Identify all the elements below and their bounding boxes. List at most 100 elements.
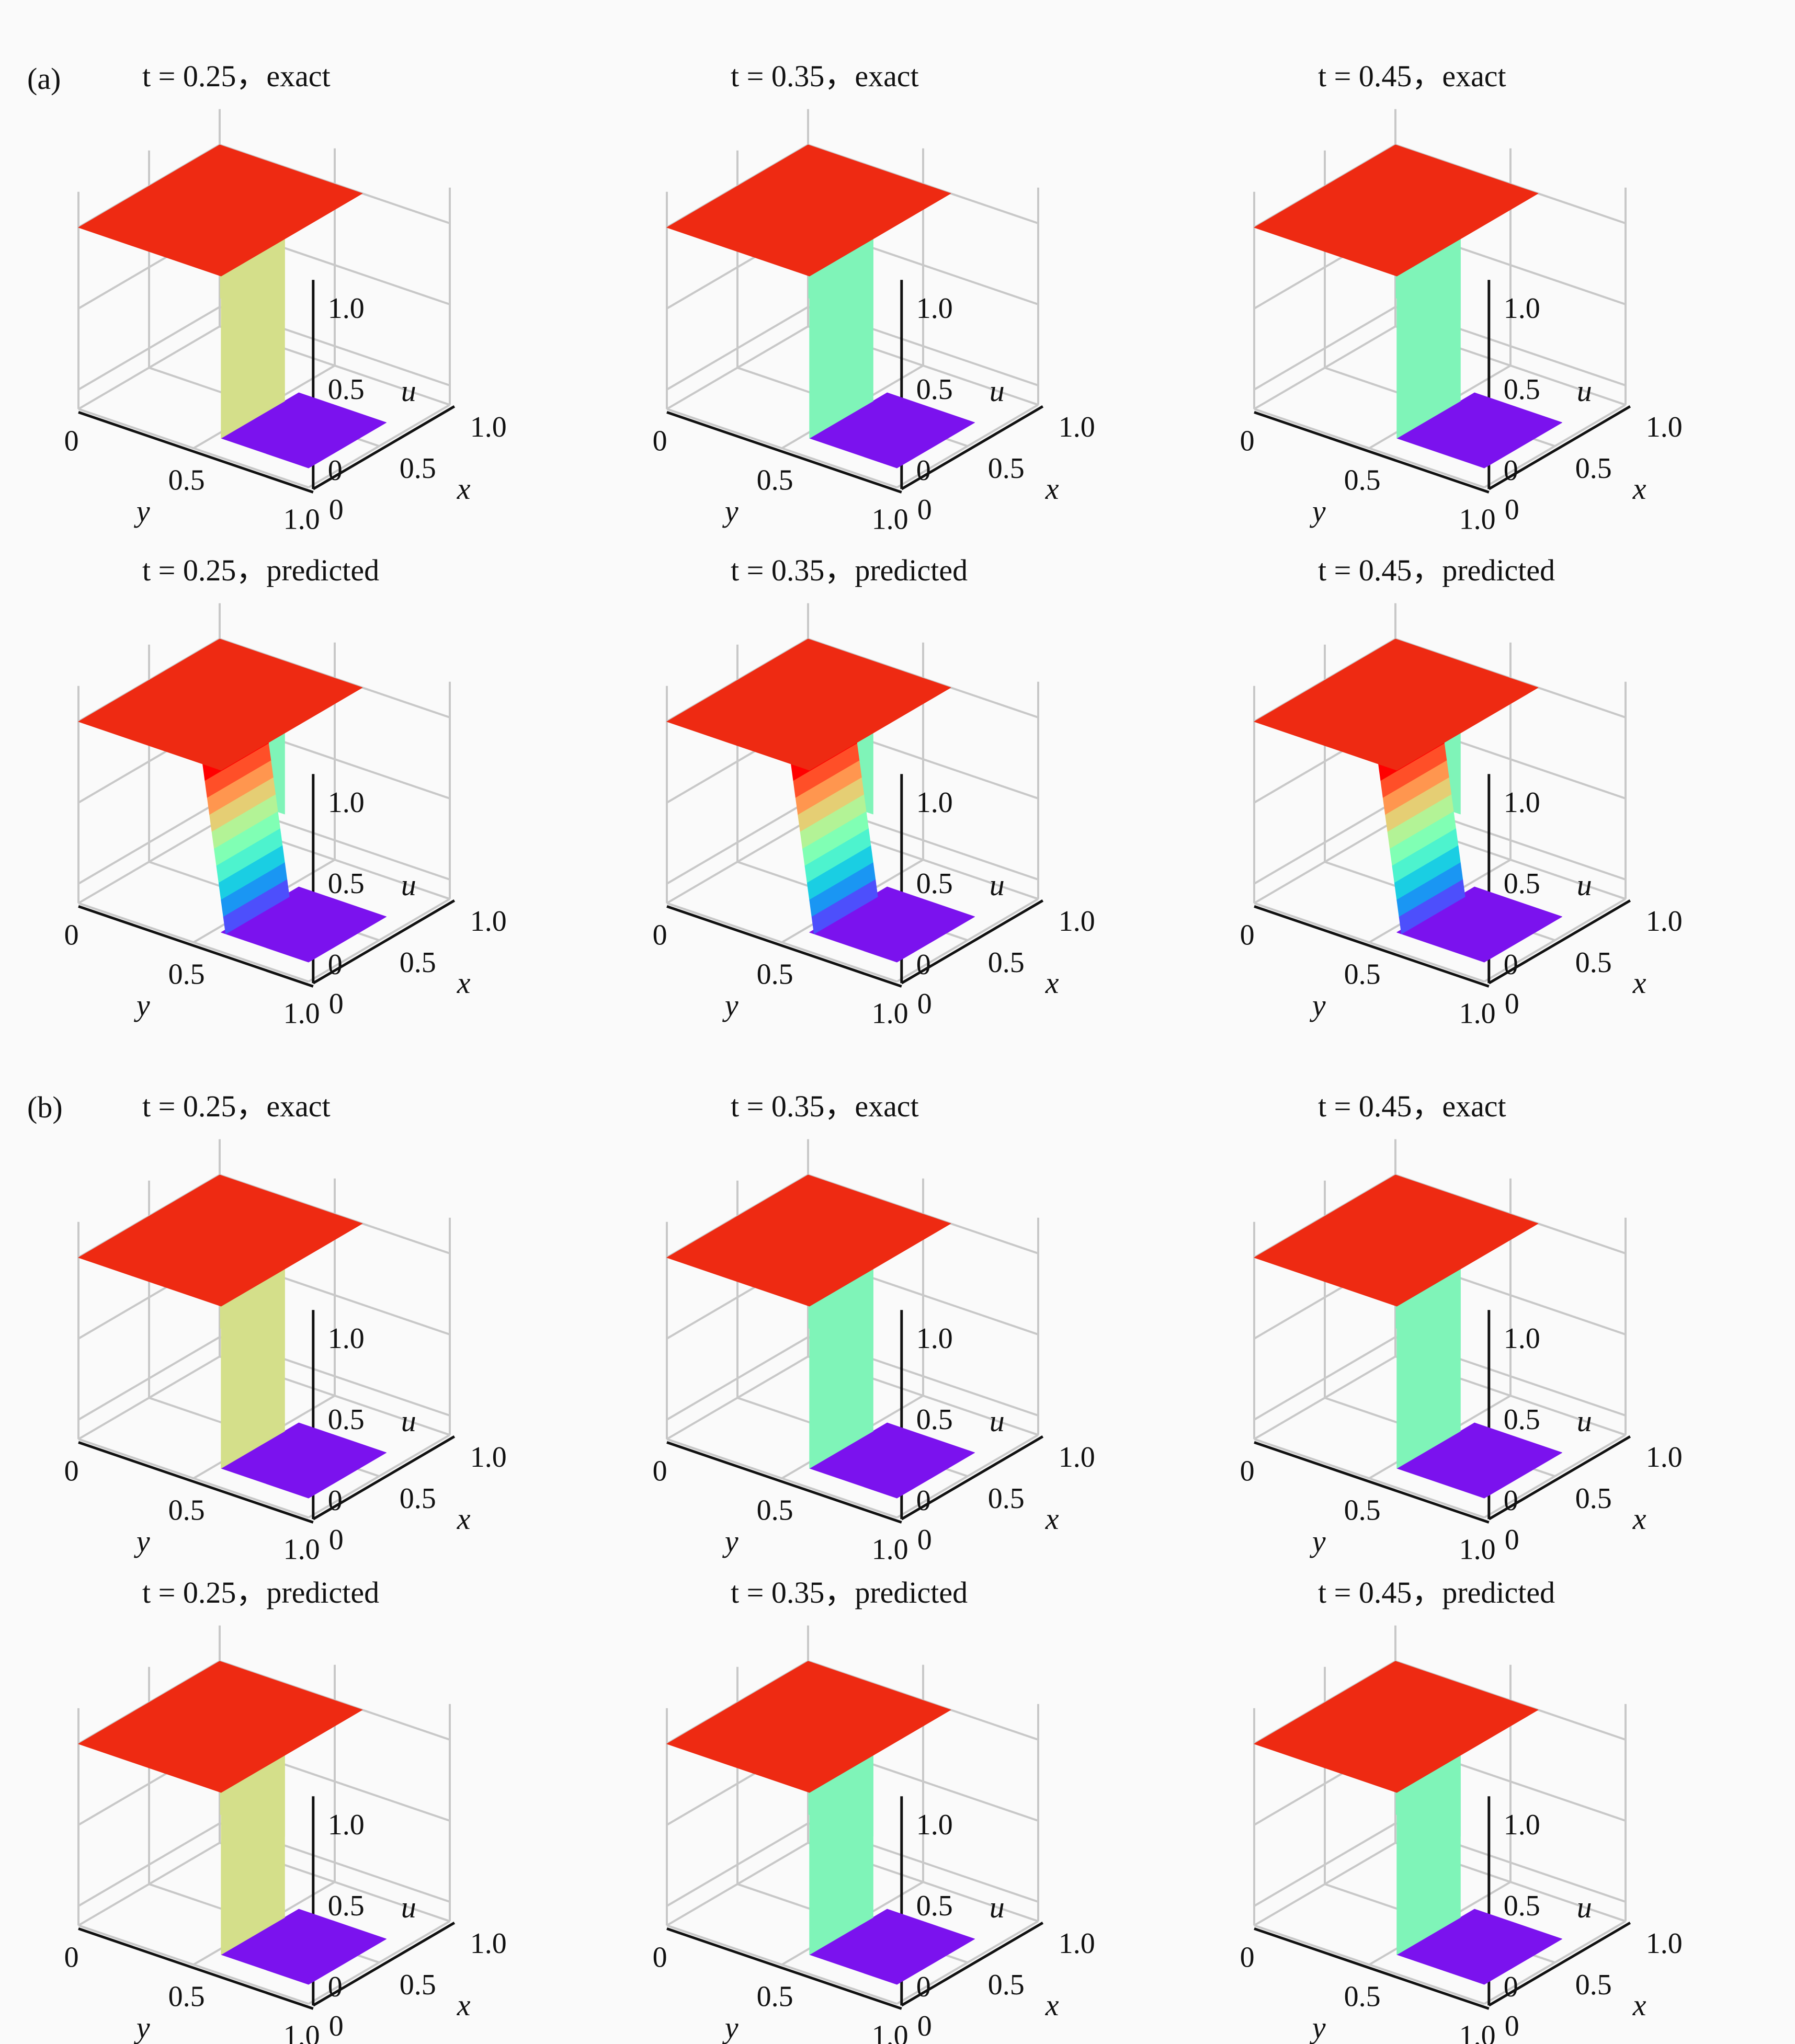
grid-line <box>1253 1842 1396 1926</box>
x-axis-label: x <box>457 472 471 506</box>
y-axis-label: y <box>722 494 739 528</box>
x-tick-label: 0.5 <box>1575 1482 1612 1515</box>
x-tick-label: 0.5 <box>400 1969 436 2001</box>
x-tick-label: 1.0 <box>1059 1927 1095 1960</box>
subplot-title: t = 0.45，predicted <box>1318 1575 1555 1609</box>
x-tick-label: 0.5 <box>988 1969 1025 2001</box>
subplot-title: t = 0.25，predicted <box>142 553 379 587</box>
grid-line <box>77 800 221 885</box>
y-tick-label: 1.0 <box>1459 1534 1496 1566</box>
x-axis-label: x <box>1045 966 1059 1000</box>
grid-line <box>896 1920 1039 2005</box>
x-axis-label: x <box>1045 472 1059 506</box>
z-axis-label: u <box>990 1404 1005 1438</box>
grid-line <box>1253 1336 1396 1421</box>
grid-line <box>666 1822 809 1907</box>
z-tick-label: 0 <box>328 949 343 981</box>
z-tick-label: 0 <box>1504 454 1518 487</box>
subplot-title: t = 0.45，exact <box>1318 59 1506 93</box>
y-tick-label: 0.5 <box>757 1981 793 2013</box>
grid-line <box>666 819 809 904</box>
x-tick-label: 0 <box>917 1524 932 1556</box>
subplot-title: t = 0.45，predicted <box>1318 553 1555 587</box>
grid-line <box>77 819 221 904</box>
z-tick-label: 0.5 <box>328 1403 365 1436</box>
x-axis-label: x <box>1632 472 1646 506</box>
high-region <box>78 1174 363 1307</box>
grid-line <box>1253 1355 1396 1440</box>
x-tick-label: 1.0 <box>1646 1927 1683 1960</box>
z-axis-label: u <box>1577 374 1592 408</box>
high-region <box>666 1661 951 1793</box>
x-axis-label: x <box>1045 1988 1059 2022</box>
z-tick-label: 0.5 <box>916 1890 953 1922</box>
x-tick-label: 0 <box>917 494 932 526</box>
y-tick-label: 0 <box>1240 1455 1255 1488</box>
y-tick-label: 0 <box>653 1455 667 1488</box>
grid-line <box>77 1355 221 1440</box>
y-tick-label: 0.5 <box>1344 1494 1381 1527</box>
grid-line <box>1483 1920 1627 2005</box>
z-tick-label: 0 <box>916 1485 931 1517</box>
high-region <box>78 1661 363 1793</box>
y-axis-label: y <box>1310 2011 1326 2044</box>
y-axis-label: y <box>1310 988 1326 1022</box>
y-tick-label: 0.5 <box>1344 1981 1381 2013</box>
x-axis-label: x <box>457 966 471 1000</box>
z-tick-label: 0.5 <box>328 373 365 406</box>
y-tick-label: 0.5 <box>168 958 205 991</box>
grid-line <box>77 1842 221 1926</box>
high-region <box>78 144 363 277</box>
y-tick-label: 0 <box>64 1455 79 1488</box>
x-tick-label: 0 <box>1505 494 1519 526</box>
y-tick-label: 0 <box>653 919 667 952</box>
z-tick-label: 0 <box>916 1971 931 2003</box>
subplot-title: t = 0.25，exact <box>142 1089 331 1123</box>
z-tick-label: 1.0 <box>328 786 365 819</box>
y-axis-label: y <box>1310 1524 1326 1558</box>
x-tick-label: 0.5 <box>1575 946 1612 979</box>
x-axis-label: x <box>1632 1988 1646 2022</box>
grid-line <box>1253 325 1396 410</box>
y-axis-line <box>1254 1441 1490 1524</box>
y-tick-label: 0.5 <box>168 464 205 497</box>
high-region <box>1254 1174 1539 1307</box>
y-tick-label: 1.0 <box>1459 504 1496 536</box>
x-axis-line <box>901 1435 1044 1521</box>
x-tick-label: 1.0 <box>470 905 507 938</box>
y-tick-label: 0.5 <box>757 1494 793 1527</box>
high-region <box>666 1174 951 1307</box>
high-region <box>1254 1661 1539 1793</box>
smeared-band <box>811 879 878 934</box>
z-axis-label: u <box>401 1890 416 1924</box>
y-axis-line <box>666 1441 902 1524</box>
y-tick-label: 1.0 <box>872 504 908 536</box>
x-axis-line <box>1488 1435 1631 1521</box>
y-axis-line <box>666 905 902 988</box>
z-tick-label: 0.5 <box>1504 373 1540 406</box>
y-tick-label: 0 <box>64 919 79 952</box>
x-axis-line <box>312 899 456 985</box>
y-axis-line <box>1254 905 1490 988</box>
panel-label-a: (a) <box>27 62 61 96</box>
z-axis-label: u <box>990 374 1005 408</box>
y-tick-label: 1.0 <box>1459 998 1496 1030</box>
z-tick-label: 0 <box>328 1971 343 2003</box>
y-axis-line <box>666 411 902 494</box>
z-tick-label: 0 <box>328 454 343 487</box>
x-tick-label: 1.0 <box>1059 1441 1095 1474</box>
high-region <box>666 144 951 277</box>
z-tick-label: 1.0 <box>1504 1809 1540 1841</box>
grid-line <box>666 1336 809 1421</box>
z-tick-label: 0 <box>1504 1971 1518 2003</box>
y-axis-label: y <box>134 494 150 528</box>
y-tick-label: 1.0 <box>283 504 320 536</box>
z-axis-label: u <box>1577 1890 1592 1924</box>
x-tick-label: 1.0 <box>470 411 507 443</box>
y-tick-label: 1.0 <box>1459 2020 1496 2044</box>
z-tick-label: 0.5 <box>1504 1890 1540 1922</box>
z-tick-label: 0.5 <box>328 867 365 900</box>
